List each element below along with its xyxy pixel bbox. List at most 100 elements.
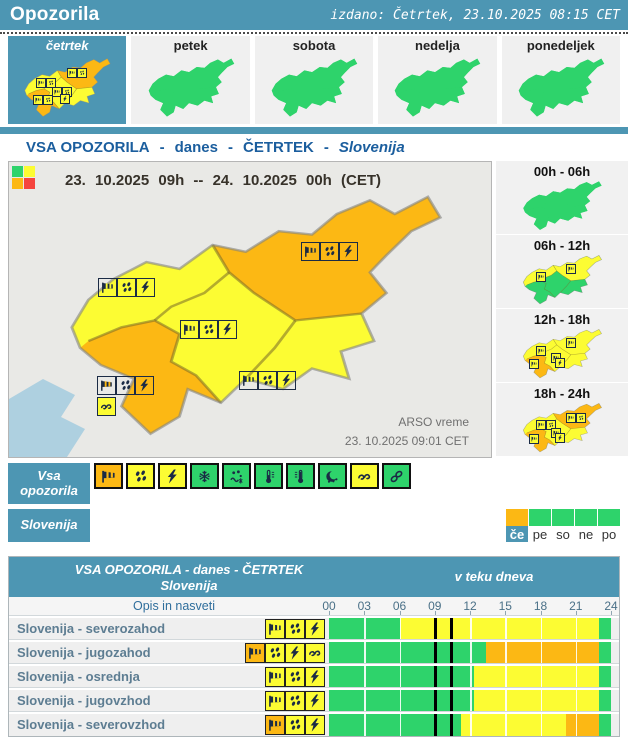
section-title-main: VSA OPOZORILA (26, 139, 150, 156)
legend-cell-wind[interactable] (94, 463, 123, 489)
rain-icon (263, 375, 273, 385)
storm-icon (310, 670, 319, 684)
day-tab-petek[interactable]: petek (131, 36, 250, 124)
slovenia-map (271, 58, 358, 117)
warning-icon-group (239, 371, 296, 390)
wind-icon (538, 348, 544, 354)
region-link[interactable]: Slovenija - severovzhod (17, 717, 166, 732)
app-header: Opozorila izdano: Četrtek, 23.10.2025 08… (0, 0, 628, 30)
time-marker (450, 690, 454, 712)
desc-header: Opis in nasveti (133, 599, 215, 613)
legend-cell-heat[interactable] (286, 463, 315, 489)
region-link[interactable]: Slovenija - jugovzhod (17, 693, 151, 708)
legend-cell-rain[interactable] (126, 463, 155, 489)
period-map (518, 402, 606, 454)
day-cell-pe[interactable]: pe (529, 509, 551, 542)
validity-label: 23. 10.2025 09h -- 24. 10.2025 00h (CET) (65, 172, 381, 189)
row-warning-rain (285, 619, 305, 639)
period-label: 00h - 06h (533, 164, 591, 179)
legend-cell-snow[interactable] (190, 463, 219, 489)
legend-cell-storm[interactable] (158, 463, 187, 489)
timeline-gridline (470, 714, 472, 736)
timeline-gridline (364, 642, 366, 664)
timeline (329, 666, 611, 688)
mini-warning-icons (554, 358, 565, 369)
period-map-18h-24h: 18h - 24h (496, 383, 628, 456)
timeline-gridline (540, 666, 542, 688)
hour-tick (611, 611, 612, 615)
legend-cell-sleet[interactable] (222, 463, 251, 489)
row-warning-wind (265, 667, 285, 687)
row-warning-icons (239, 715, 325, 735)
wind-icon (184, 324, 195, 335)
timeline-gridline (540, 642, 542, 664)
rain-icon (121, 380, 131, 390)
day-tab-četrtek[interactable]: četrtek (8, 36, 127, 124)
rain-icon (49, 80, 54, 86)
day-cell-label[interactable]: pe (532, 527, 548, 542)
wind-icon (269, 695, 281, 707)
mini-warning-icons (36, 78, 57, 89)
legend-cell-ice[interactable] (382, 463, 411, 489)
day-tab-ponedeljek[interactable]: ponedeljek (501, 36, 621, 124)
timeline (329, 642, 611, 664)
mini-warning-icons (535, 271, 546, 282)
day-tab-nedelja[interactable]: nedelja (378, 36, 497, 124)
mini-warning-icons (535, 419, 556, 430)
day-tab-sobota[interactable]: sobota (254, 36, 374, 124)
credit-time: 23. 10.2025 09:01 CET (344, 434, 469, 449)
timeline-segment (473, 666, 600, 688)
timeline-gridline (540, 714, 542, 736)
snow-icon (199, 470, 210, 482)
day-cell-label[interactable]: ne (578, 527, 594, 542)
hour-tick (329, 611, 330, 615)
region-link[interactable]: Slovenija - jugozahod (17, 645, 151, 660)
storm-icon (167, 468, 177, 484)
row-warning-icons (239, 643, 325, 663)
row-warning-wind (265, 691, 285, 711)
day-cell-ne[interactable]: ne (575, 509, 597, 542)
period-label: 12h - 18h (533, 312, 591, 327)
day-cell-po[interactable]: po (598, 509, 620, 542)
time-marker (450, 642, 454, 664)
wind-icon (269, 671, 281, 683)
hour-label: 12 (463, 599, 477, 613)
timeline-segment (460, 714, 567, 736)
slovenia-label: Slovenija (8, 509, 90, 542)
storm-icon (62, 96, 67, 102)
mini-warning-icons (565, 338, 576, 349)
rain-icon (65, 89, 70, 94)
timeline-segment (399, 618, 600, 640)
slovenia-map (518, 58, 605, 117)
legend-cell-sea[interactable] (350, 463, 379, 489)
timeline-gridline (399, 666, 401, 688)
section-title-day: ČETRTEK (242, 139, 314, 156)
mini-warning-icons (565, 264, 576, 275)
timeline-gridline (470, 618, 472, 640)
timeline-gridline (505, 642, 507, 664)
day-severity-square (529, 509, 551, 526)
legend-cell-fog[interactable] (318, 463, 347, 489)
sea-icon (358, 473, 371, 480)
day-cell-če[interactable]: če (506, 509, 528, 542)
storm-icon (558, 435, 562, 441)
timeline-gridline (505, 690, 507, 712)
day-cell-label[interactable]: so (556, 527, 570, 542)
slovenia-map (522, 403, 603, 453)
legend-square-yellow (24, 166, 35, 177)
day-cell-label[interactable]: po (601, 527, 617, 542)
day-cell-label[interactable]: če (506, 526, 528, 542)
storm-icon (282, 374, 291, 387)
rain-icon (270, 647, 281, 658)
day-cell-so[interactable]: so (552, 509, 574, 542)
section-title: VSA OPOZORILA - danes - ČETRTEK - Slovenija (26, 139, 405, 156)
day-tab-label: ponedeljek (526, 38, 595, 53)
warning-icon-group (97, 397, 116, 416)
region-link[interactable]: Slovenija - osrednja (17, 669, 140, 684)
timeline-gridline (364, 618, 366, 640)
legend-cell-cold[interactable] (254, 463, 283, 489)
hour-tick (434, 611, 436, 615)
region-link[interactable]: Slovenija - severozahod (17, 621, 166, 636)
wind-icon (243, 375, 254, 386)
fog-icon (326, 470, 339, 483)
